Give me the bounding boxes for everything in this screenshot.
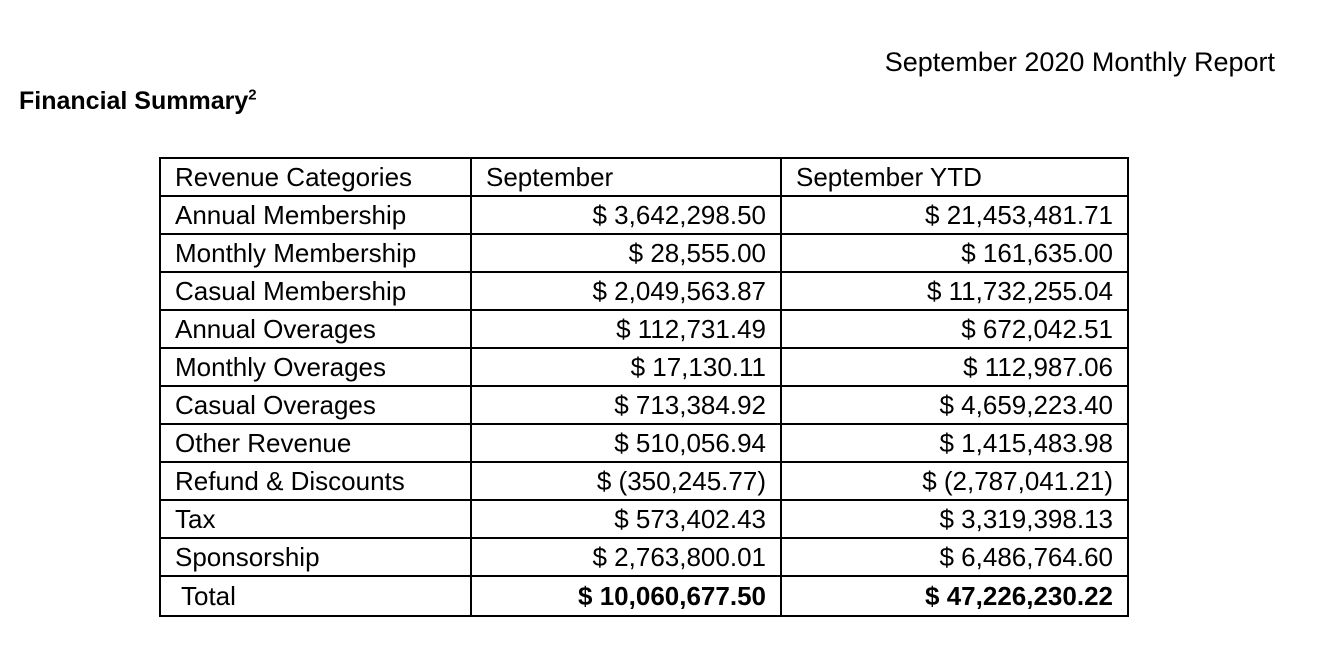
row-september-value: $ 573,402.43 bbox=[470, 499, 782, 539]
table-row: Monthly Overages $ 17,130.11 $ 112,987.0… bbox=[159, 347, 1129, 387]
table-row: Sponsorship $ 2,763,800.01 $ 6,486,764.6… bbox=[159, 537, 1129, 577]
footnote-marker: 2 bbox=[248, 86, 257, 104]
table-row: Tax $ 573,402.43 $ 3,319,398.13 bbox=[159, 499, 1129, 539]
table-row: Annual Overages $ 112,731.49 $ 672,042.5… bbox=[159, 309, 1129, 349]
row-ytd-value: $ 6,486,764.60 bbox=[780, 537, 1129, 577]
total-ytd-value: $ 47,226,230.22 bbox=[780, 575, 1129, 617]
total-label: Total bbox=[159, 575, 472, 617]
section-title: Financial Summary2 bbox=[19, 84, 257, 118]
row-september-value: $ 713,384.92 bbox=[470, 385, 782, 425]
row-september-value: $ 510,056.94 bbox=[470, 423, 782, 463]
row-category: Sponsorship bbox=[159, 537, 472, 577]
table-row: Casual Membership $ 2,049,563.87 $ 11,73… bbox=[159, 271, 1129, 311]
financial-summary-table: Revenue Categories September September Y… bbox=[159, 157, 1129, 617]
row-ytd-value: $ 1,415,483.98 bbox=[780, 423, 1129, 463]
row-category: Annual Overages bbox=[159, 309, 472, 349]
table-row: Casual Overages $ 713,384.92 $ 4,659,223… bbox=[159, 385, 1129, 425]
table-row: Refund & Discounts $ (350,245.77) $ (2,7… bbox=[159, 461, 1129, 501]
row-september-value: $ 3,642,298.50 bbox=[470, 195, 782, 235]
row-ytd-value: $ 21,453,481.71 bbox=[780, 195, 1129, 235]
row-september-value: $ 17,130.11 bbox=[470, 347, 782, 387]
row-category: Tax bbox=[159, 499, 472, 539]
table-header-row: Revenue Categories September September Y… bbox=[159, 157, 1129, 197]
row-september-value: $ 2,763,800.01 bbox=[470, 537, 782, 577]
row-ytd-value: $ 11,732,255.04 bbox=[780, 271, 1129, 311]
total-september-value: $ 10,060,677.50 bbox=[470, 575, 782, 617]
table-row: Monthly Membership $ 28,555.00 $ 161,635… bbox=[159, 233, 1129, 273]
row-category: Monthly Overages bbox=[159, 347, 472, 387]
row-ytd-value: $ 112,987.06 bbox=[780, 347, 1129, 387]
row-september-value: $ 112,731.49 bbox=[470, 309, 782, 349]
table-total-row: Total $ 10,060,677.50 $ 47,226,230.22 bbox=[159, 575, 1129, 617]
row-category: Refund & Discounts bbox=[159, 461, 472, 501]
table-row: Other Revenue $ 510,056.94 $ 1,415,483.9… bbox=[159, 423, 1129, 463]
row-ytd-value: $ 4,659,223.40 bbox=[780, 385, 1129, 425]
row-category: Annual Membership bbox=[159, 195, 472, 235]
row-ytd-value: $ 3,319,398.13 bbox=[780, 499, 1129, 539]
header-revenue-categories: Revenue Categories bbox=[159, 157, 472, 197]
row-category: Other Revenue bbox=[159, 423, 472, 463]
row-september-value: $ 2,049,563.87 bbox=[470, 271, 782, 311]
row-september-value: $ (350,245.77) bbox=[470, 461, 782, 501]
row-ytd-value: $ 672,042.51 bbox=[780, 309, 1129, 349]
row-ytd-value: $ 161,635.00 bbox=[780, 233, 1129, 273]
section-title-text: Financial Summary bbox=[19, 87, 249, 115]
report-title: September 2020 Monthly Report bbox=[884, 47, 1275, 77]
row-ytd-value: $ (2,787,041.21) bbox=[780, 461, 1129, 501]
row-category: Monthly Membership bbox=[159, 233, 472, 273]
row-september-value: $ 28,555.00 bbox=[470, 233, 782, 273]
header-september: September bbox=[470, 157, 782, 197]
table-row: Annual Membership $ 3,642,298.50 $ 21,45… bbox=[159, 195, 1129, 235]
header-september-ytd: September YTD bbox=[780, 157, 1129, 197]
row-category: Casual Membership bbox=[159, 271, 472, 311]
row-category: Casual Overages bbox=[159, 385, 472, 425]
